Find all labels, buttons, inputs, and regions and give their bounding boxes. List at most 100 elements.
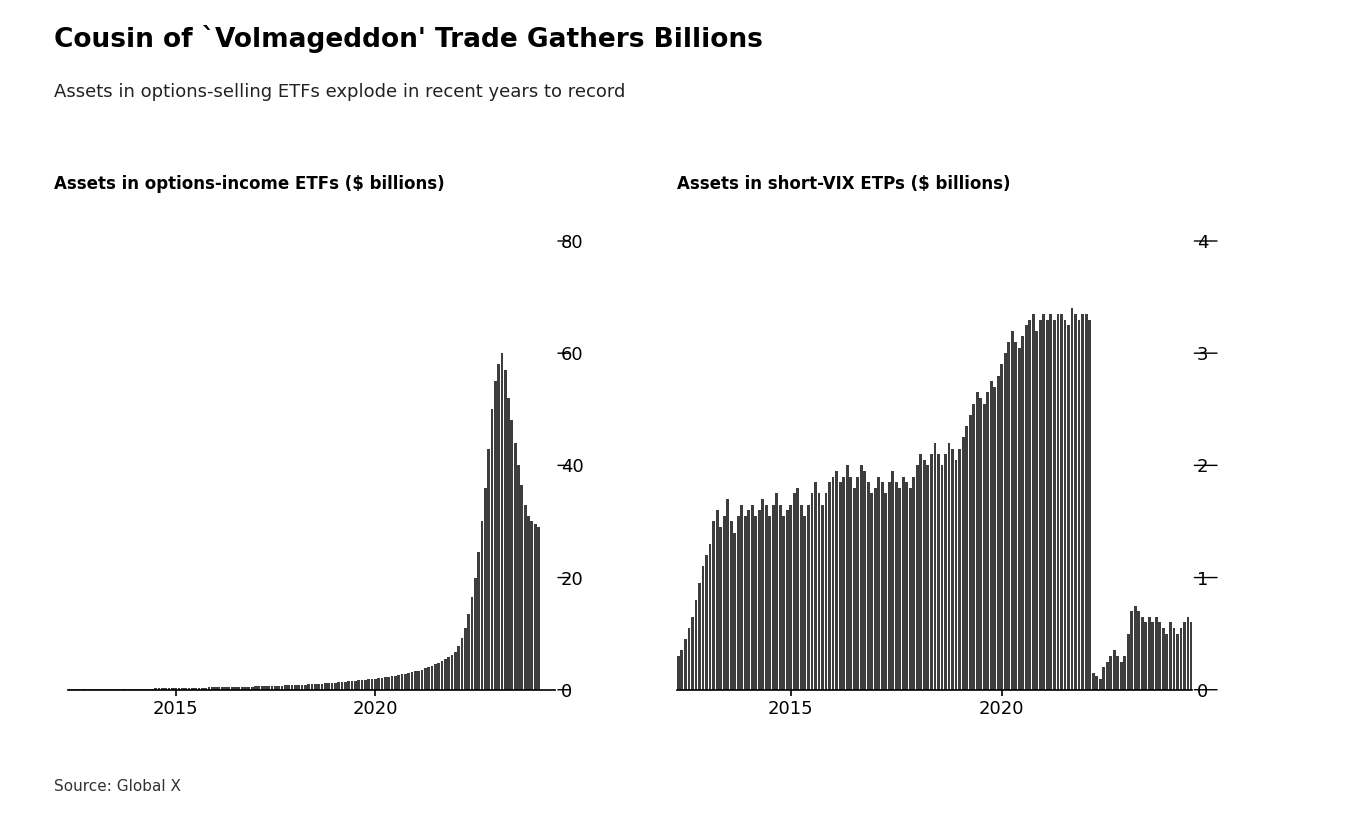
Bar — [821, 504, 825, 690]
Bar — [1144, 622, 1147, 690]
Bar — [902, 476, 904, 690]
Bar — [972, 404, 975, 690]
Bar — [533, 524, 536, 690]
Bar — [906, 482, 909, 690]
Bar — [961, 437, 964, 690]
Bar — [301, 685, 303, 690]
Bar — [401, 675, 403, 690]
Bar — [255, 686, 257, 690]
Bar — [264, 686, 267, 690]
Bar — [1215, 622, 1217, 690]
Bar — [408, 673, 410, 690]
Bar — [1239, 617, 1242, 690]
Bar — [1212, 617, 1215, 690]
Bar — [1228, 622, 1232, 690]
Bar — [330, 683, 333, 690]
Bar — [948, 443, 951, 690]
Bar — [1047, 319, 1049, 690]
Bar — [271, 686, 274, 690]
Bar — [734, 533, 737, 690]
Bar — [378, 678, 380, 690]
Bar — [800, 504, 803, 690]
Bar — [447, 657, 450, 690]
Bar — [387, 676, 390, 690]
Bar — [391, 676, 394, 690]
Text: Assets in options-income ETFs ($ billions): Assets in options-income ETFs ($ billion… — [54, 175, 444, 193]
Bar — [421, 670, 424, 690]
Bar — [1221, 622, 1224, 690]
Bar — [783, 516, 785, 690]
Bar — [898, 488, 902, 690]
Bar — [1127, 633, 1129, 690]
Bar — [856, 476, 858, 690]
Text: Cousin of `Volmageddon' Trade Gathers Billions: Cousin of `Volmageddon' Trade Gathers Bi… — [54, 25, 764, 53]
Bar — [1243, 622, 1246, 690]
Bar — [1246, 628, 1250, 690]
Bar — [1025, 325, 1028, 690]
Bar — [951, 449, 955, 690]
Bar — [853, 488, 856, 690]
Bar — [168, 688, 171, 690]
Bar — [1186, 617, 1189, 690]
Bar — [1190, 622, 1193, 690]
Bar — [351, 681, 353, 690]
Bar — [1060, 314, 1063, 690]
Bar — [467, 614, 470, 690]
Bar — [474, 578, 477, 690]
Bar — [1201, 628, 1204, 690]
Bar — [477, 553, 479, 690]
Bar — [204, 687, 207, 690]
Bar — [768, 516, 772, 690]
Bar — [527, 516, 529, 690]
Bar — [410, 672, 413, 690]
Bar — [712, 522, 715, 690]
Bar — [1151, 622, 1155, 690]
Bar — [403, 674, 406, 690]
Bar — [955, 460, 957, 690]
Bar — [849, 476, 852, 690]
Bar — [218, 687, 221, 690]
Bar — [776, 494, 779, 690]
Bar — [1014, 342, 1017, 690]
Bar — [846, 465, 849, 690]
Bar — [357, 681, 360, 690]
Bar — [198, 688, 200, 690]
Bar — [670, 667, 673, 690]
Bar — [726, 499, 728, 690]
Bar — [933, 443, 937, 690]
Bar — [1011, 331, 1014, 690]
Bar — [138, 689, 141, 690]
Bar — [150, 689, 153, 690]
Bar — [471, 597, 474, 690]
Bar — [501, 353, 504, 690]
Bar — [440, 661, 443, 690]
Bar — [1106, 661, 1109, 690]
Bar — [867, 482, 869, 690]
Bar — [663, 678, 666, 690]
Bar — [959, 449, 961, 690]
Bar — [1001, 364, 1003, 690]
Bar — [1183, 622, 1186, 690]
Bar — [723, 516, 726, 690]
Bar — [789, 504, 792, 690]
Bar — [684, 639, 686, 690]
Bar — [1232, 628, 1235, 690]
Bar — [257, 686, 260, 690]
Bar — [997, 376, 999, 690]
Bar — [414, 671, 417, 690]
Bar — [1225, 617, 1228, 690]
Bar — [171, 688, 173, 690]
Bar — [1067, 325, 1070, 690]
Bar — [1029, 319, 1032, 690]
Bar — [779, 504, 781, 690]
Bar — [397, 675, 399, 690]
Bar — [681, 651, 684, 690]
Bar — [1095, 676, 1098, 690]
Bar — [1169, 622, 1171, 690]
Bar — [385, 677, 387, 690]
Bar — [460, 638, 463, 690]
Bar — [538, 527, 540, 690]
Bar — [891, 471, 894, 690]
Bar — [348, 681, 351, 690]
Bar — [483, 488, 486, 690]
